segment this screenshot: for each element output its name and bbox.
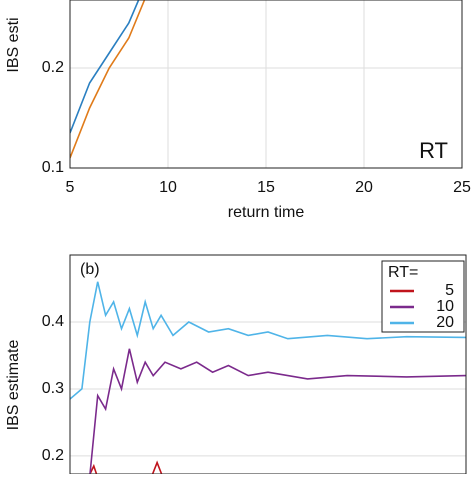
legend-label: 20	[436, 314, 454, 331]
legend-title: RT	[419, 138, 448, 163]
y-tick-label: 0.2	[42, 59, 64, 76]
x-tick-label: 10	[159, 179, 177, 196]
line	[70, 0, 146, 159]
legend-box	[381, 260, 465, 333]
x-tick-label: 25	[453, 179, 471, 196]
plot-lines	[70, 281, 466, 474]
line	[70, 281, 466, 400]
panel-label: (b)	[80, 261, 100, 278]
x-axis-label: return time	[228, 204, 305, 221]
legend-label: 5	[445, 282, 454, 299]
x-tick-label: 15	[257, 179, 275, 196]
plot-lines	[70, 0, 146, 159]
legend-title: RT=	[388, 264, 418, 281]
y-tick-label: 0.1	[42, 159, 64, 176]
line	[89, 348, 466, 474]
y-axis-label: IBS esti	[5, 17, 22, 72]
plot-frame	[69, 0, 463, 169]
y-axis-label: IBS estimate	[5, 340, 22, 431]
legend-label: 10	[436, 298, 454, 315]
x-tick-label: 5	[66, 179, 75, 196]
y-tick-label: 0.2	[42, 447, 64, 464]
y-tick-label: 0.4	[42, 313, 64, 330]
line	[70, 0, 140, 134]
x-tick-label: 20	[355, 179, 373, 196]
line	[89, 460, 163, 474]
y-tick-label: 0.3	[42, 380, 64, 397]
